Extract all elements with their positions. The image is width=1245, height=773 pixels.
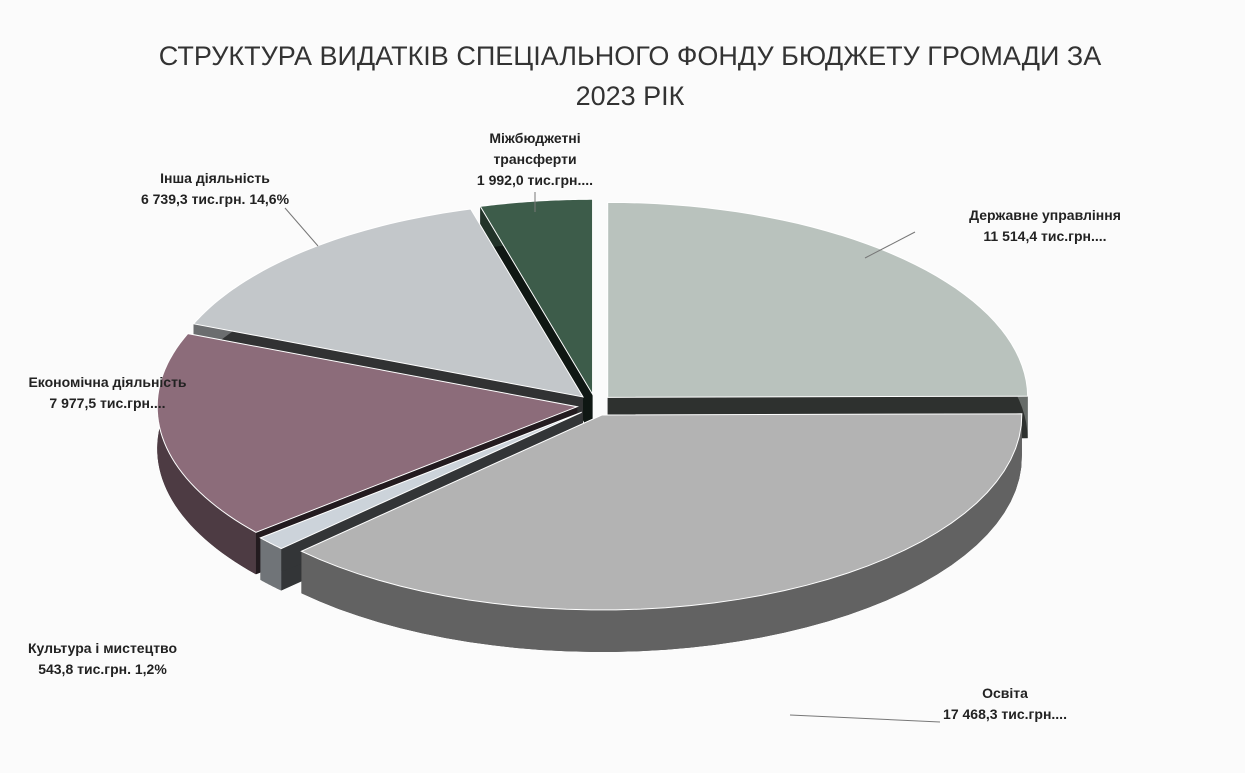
data-label: Державне управління 11 514,4 тис.грн....	[930, 205, 1160, 247]
label-value: 11 514,4 тис.грн....	[983, 228, 1107, 244]
label-value: 1 992,0 тис.грн....	[476, 172, 594, 188]
data-label: Міжбюджетні трансферти 1 992,0 тис.грн...…	[460, 128, 610, 191]
data-label: Культура і мистецтво 543,8 тис.грн. 1,2%	[10, 638, 195, 680]
slice-top	[192, 208, 585, 398]
data-label: Освіта 17 468,3 тис.грн....	[930, 683, 1080, 725]
slice	[300, 413, 1023, 652]
slice	[607, 201, 1029, 440]
leader-line	[864, 231, 916, 259]
slice-top	[259, 411, 582, 550]
slice-top	[607, 201, 1029, 398]
leader-line	[789, 714, 941, 723]
leader-line	[284, 207, 319, 247]
data-label: Інша діяльність 6 739,3 тис.грн. 14,6%	[135, 168, 295, 210]
slice-top	[479, 198, 594, 397]
label-value: 17 468,3 тис.грн....	[943, 706, 1067, 722]
slice-top	[300, 413, 1023, 611]
label-name: Інша діяльність	[160, 170, 270, 186]
label-value: 6 739,3 тис.грн. 14,6%	[140, 191, 290, 207]
label-name: Міжбюджетні трансферти	[489, 130, 581, 167]
label-value: 543,8 тис.грн. 1,2%	[38, 661, 167, 677]
slice-top	[156, 333, 580, 533]
label-name: Культура і мистецтво	[27, 640, 178, 656]
slice-side	[157, 333, 256, 575]
label-name: Державне управління	[969, 207, 1121, 223]
label-name: Економічна діяльність	[28, 374, 187, 390]
data-label: Економічна діяльність 7 977,5 тис.грн....	[20, 372, 195, 414]
slice-side	[301, 413, 1022, 652]
label-value: 7 977,5 тис.грн....	[49, 395, 166, 411]
chart-title: СТРУКТУРА ВИДАТКІВ СПЕЦІАЛЬНОГО ФОНДУ БЮ…	[158, 41, 1102, 111]
label-name: Освіта	[982, 685, 1028, 701]
slice-side	[260, 537, 282, 591]
